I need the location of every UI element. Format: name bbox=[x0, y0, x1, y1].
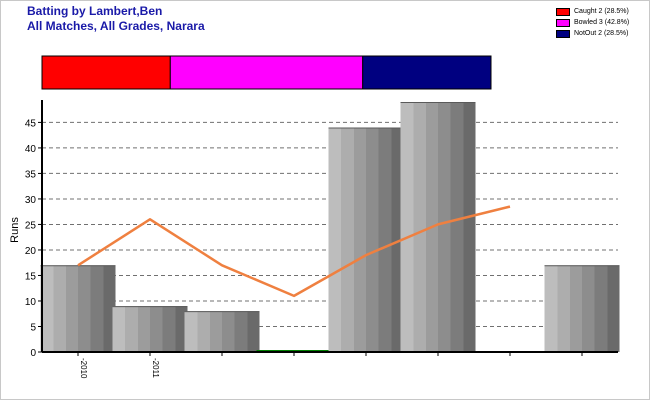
trend-line-group bbox=[77, 205, 511, 298]
bar bbox=[40, 265, 116, 352]
trend-line bbox=[77, 205, 511, 298]
legend-label-notout: NotOut 2 (28.5%) bbox=[574, 30, 629, 37]
bar bbox=[328, 127, 404, 353]
dismissal-segment-notout bbox=[362, 55, 492, 90]
y-axis-label: Runs bbox=[9, 217, 21, 243]
y-tick-label: 0 bbox=[30, 348, 36, 359]
chart-title: Batting by Lambert,Ben bbox=[27, 4, 163, 18]
dismissal-segment-bowled bbox=[169, 55, 364, 90]
y-tick-label: 35 bbox=[25, 169, 37, 180]
bars bbox=[40, 102, 620, 353]
y-tick-label: 30 bbox=[25, 195, 37, 206]
bar bbox=[400, 102, 476, 352]
y-tick-label: 25 bbox=[25, 220, 37, 231]
y-tick-label: 5 bbox=[30, 322, 36, 333]
bar bbox=[112, 306, 188, 352]
y-tick-labels: 0 5 10 15 20 25 30 35 40 45 bbox=[25, 118, 42, 359]
legend-item-notout: NotOut 2 (28.5%) bbox=[556, 28, 629, 39]
x-tick-label: -2011 bbox=[151, 358, 160, 378]
legend: Caught 2 (28.5%) Bowled 3 (42.8%) NotOut… bbox=[556, 6, 629, 39]
x-tick-label: -2010 bbox=[79, 358, 88, 379]
axes bbox=[41, 100, 618, 353]
y-tick-label: 20 bbox=[25, 246, 37, 257]
legend-swatch-bowled bbox=[556, 18, 570, 27]
y-tick-label: 40 bbox=[25, 144, 37, 155]
bar bbox=[184, 311, 260, 352]
dismissal-bar bbox=[41, 55, 492, 90]
y-tick-label: 45 bbox=[25, 118, 37, 129]
y-tick-label: 15 bbox=[25, 271, 37, 282]
chart-subtitle: All Matches, All Grades, Narara bbox=[27, 19, 205, 33]
legend-label-caught: Caught 2 (28.5%) bbox=[574, 8, 629, 15]
legend-label-bowled: Bowled 3 (42.8%) bbox=[574, 19, 630, 26]
y-tick-label: 10 bbox=[25, 297, 37, 308]
legend-item-caught: Caught 2 (28.5%) bbox=[556, 6, 629, 17]
legend-swatch-notout bbox=[556, 29, 570, 38]
bar bbox=[544, 265, 620, 352]
legend-swatch-caught bbox=[556, 7, 570, 16]
dismissal-segment-caught bbox=[41, 55, 171, 90]
x-tick-labels: -2010 -2011 bbox=[77, 352, 583, 379]
legend-item-bowled: Bowled 3 (42.8%) bbox=[556, 17, 629, 28]
